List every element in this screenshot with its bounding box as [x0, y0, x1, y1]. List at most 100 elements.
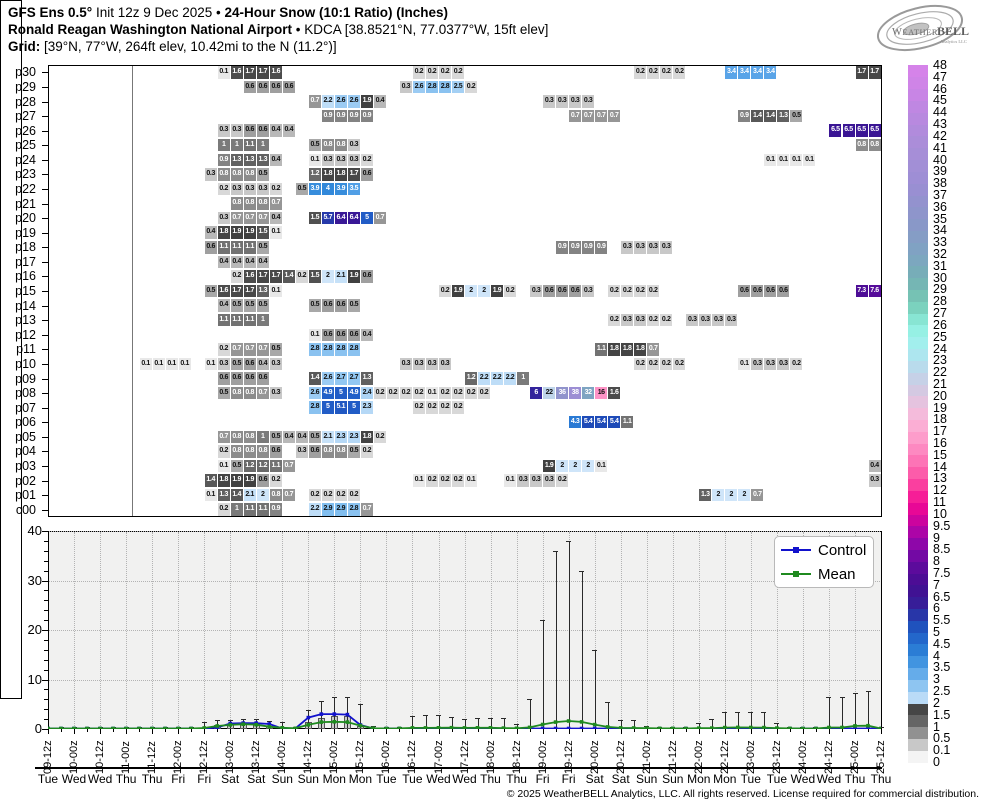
- weekday-label: Thu: [141, 772, 163, 786]
- x-axis-minor-tick: [451, 729, 453, 732]
- colorbar-tick-label: 33: [933, 235, 947, 250]
- weekday-label: Fri: [197, 772, 212, 786]
- grid-cell: 0.8: [334, 138, 347, 152]
- colorbar-tick-label: 5: [933, 625, 940, 640]
- grid-cell: 0.3: [230, 182, 243, 196]
- grid-cell: 0.3: [621, 313, 634, 327]
- grid-cell: 0.3: [556, 95, 569, 108]
- whisker-cap: [344, 697, 350, 699]
- grid-cell: 0.4: [868, 459, 881, 473]
- control-marker: [319, 712, 324, 716]
- grid-cell: 0.6: [230, 372, 243, 385]
- colorbar-segment: [908, 313, 928, 326]
- x-axis-major-tick: [74, 729, 75, 734]
- mean-marker: [657, 726, 662, 729]
- colorbar-tick-label: 23: [933, 353, 947, 368]
- colorbar-tick-label: 3.5: [933, 660, 951, 675]
- colorbar-segment: [908, 643, 928, 657]
- grid-cell: 0.2: [439, 474, 451, 487]
- grid-cell: 0.6: [256, 474, 269, 487]
- whisker-cap: [501, 718, 506, 720]
- member-row-label: p01: [15, 488, 36, 503]
- whisker-cap: [852, 692, 858, 694]
- colorbar-segment: [908, 502, 928, 515]
- grid-cell: 0.2: [673, 66, 686, 79]
- grid-cell: 2: [465, 284, 477, 298]
- grid-cell: 0.3: [569, 95, 582, 108]
- colorbar-segment: [908, 124, 928, 137]
- colorbar-tick-label: 0.5: [933, 731, 951, 746]
- grid-cell: 0.4: [295, 430, 308, 444]
- x-gridline: [672, 532, 674, 728]
- grid-cell: 0.2: [439, 386, 451, 400]
- grid-cell: 0.6: [321, 299, 334, 312]
- grid-cell: 0.3: [634, 313, 647, 327]
- grid-cell: 0.4: [204, 226, 217, 239]
- x-axis-tick-label: 16-00z: [380, 740, 393, 774]
- whisker-bar: [581, 570, 583, 728]
- whisker-bar: [711, 719, 713, 728]
- grid-cell: 2.2: [308, 503, 321, 516]
- colorbar-segment: [908, 336, 928, 350]
- member-row-tick: [42, 101, 48, 103]
- grid-cell: 2.4: [360, 386, 373, 400]
- whisker-bar: [633, 720, 635, 728]
- grid-cell: 2.6: [412, 80, 425, 94]
- grid-cell: 1.9: [230, 226, 243, 239]
- whisker-cap: [201, 722, 207, 724]
- whisker-cap: [865, 691, 871, 693]
- grid-cell: 0.2: [608, 313, 621, 327]
- grid-cell: 0.6: [751, 284, 764, 298]
- logo-weather-text: WEATHER: [892, 27, 938, 38]
- whisker-cap: [579, 570, 585, 572]
- grid-cell: 0.4: [282, 124, 295, 137]
- grid-cell: 1.5: [308, 211, 321, 225]
- grid-cell: 1.3: [699, 488, 712, 502]
- grid-cell: 2: [712, 488, 725, 502]
- grid-cell: 0.2: [452, 401, 464, 414]
- x-axis-minor-tick: [789, 729, 791, 732]
- x-axis-tick-label: 18-00z: [484, 740, 497, 774]
- colorbar-segment: [908, 738, 928, 751]
- grid-cell: 3.9: [334, 182, 347, 196]
- grid-cell: 2: [582, 459, 595, 473]
- grid-cell: 2.3: [347, 430, 360, 444]
- whisker-cap: [774, 722, 780, 724]
- weekday-label: Wed: [816, 772, 842, 786]
- colorbar-segment: [908, 490, 928, 503]
- grid-cell: 0.2: [217, 182, 230, 196]
- grid-cell: 0.2: [412, 386, 425, 400]
- x-axis-minor-tick: [477, 729, 479, 732]
- grid-cell: 2.8: [347, 503, 360, 516]
- grid-cell: 2.6: [308, 386, 321, 400]
- grid-cell: 0.2: [660, 66, 673, 79]
- grid-cell: 1.2: [256, 459, 269, 473]
- grid-cell: 0.4: [217, 255, 230, 269]
- grid-cell: 0.2: [465, 386, 477, 400]
- grid-cell: 7.6: [868, 284, 881, 298]
- grid-cell: 0.2: [634, 66, 647, 79]
- mean-marker: [215, 724, 219, 728]
- weekday-label: Thu: [506, 772, 527, 786]
- chart-title-line1: GFS Ens 0.5° Init 12z 9 Dec 2025 • 24-Ho…: [8, 5, 449, 20]
- grid-cell: 0.6: [256, 80, 269, 94]
- whisker-bar: [464, 719, 466, 728]
- colorbar-segment: [908, 88, 928, 102]
- grid-cell: 1: [217, 138, 230, 152]
- grid-cell: 0.5: [790, 109, 803, 123]
- member-row-label: p14: [15, 298, 36, 313]
- x-axis-major-tick: [126, 729, 128, 734]
- grid-cell: 0.1: [204, 488, 217, 502]
- grid-cell: 0.5: [269, 430, 282, 444]
- grid-cell: 2: [738, 488, 751, 502]
- mean-marker: [319, 720, 324, 724]
- grid-cell: 0.3: [269, 357, 282, 371]
- mean-marker: [202, 726, 206, 729]
- grid-cell: 1.7: [256, 66, 269, 79]
- grid-cell: 0.5: [256, 299, 269, 312]
- grid-cell: 0.6: [243, 357, 256, 371]
- member-row-label: p02: [15, 473, 36, 488]
- grid-cell: 1.1: [243, 503, 256, 516]
- whisker-cap: [605, 702, 611, 704]
- grid-cell: 2: [725, 488, 738, 502]
